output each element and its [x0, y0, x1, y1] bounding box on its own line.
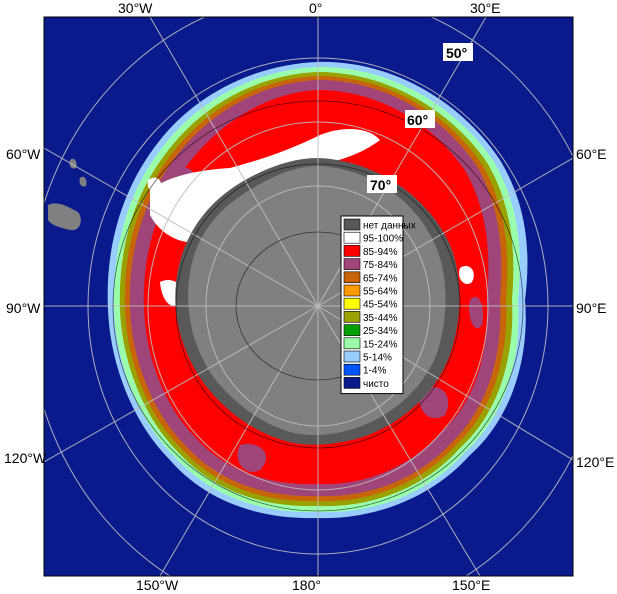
lon-label-150w-bottom: 150°W	[136, 577, 179, 593]
legend-swatch	[343, 350, 361, 363]
lon-label-90w: 90°W	[6, 300, 41, 316]
legend-swatch	[343, 218, 361, 231]
legend-label: 95-100%	[363, 234, 403, 245]
legend-swatch	[343, 245, 361, 257]
legend-label: 55-64%	[363, 287, 398, 298]
legend-label: 25-34%	[363, 326, 398, 337]
lat-label-60: 60°	[407, 112, 428, 128]
legend-label: чисто	[363, 379, 389, 390]
antarctic-peninsula	[210, 190, 268, 258]
lon-label-60e: 60°E	[576, 146, 607, 162]
lon-label-150e-bottom: 150°E	[452, 577, 490, 593]
lat-label-70: 70°	[370, 177, 391, 193]
concentration-legend: нет данных 95-100% 85-94% 75-84% 65-74% 55-64…	[340, 215, 416, 395]
lon-label-180-bottom: 180°	[292, 577, 321, 593]
legend-swatch	[343, 284, 361, 297]
legend-label: 45-54%	[363, 300, 398, 311]
lat-label-50: 50°	[446, 45, 467, 61]
legend-swatch	[343, 377, 361, 389]
lon-label-30e-top: 30°E	[470, 0, 501, 16]
legend-label: 85-94%	[363, 247, 398, 258]
south-america-tip	[48, 203, 81, 231]
lon-label-0-top: 0°	[309, 0, 322, 16]
lon-label-120e: 120°E	[576, 454, 614, 470]
legend-swatch	[343, 231, 361, 244]
legend-label: 35-44%	[363, 313, 398, 324]
legend-label: 1-4%	[363, 366, 386, 377]
map-frame	[43, 16, 574, 577]
legend-swatch	[343, 363, 361, 376]
legend-swatch	[343, 271, 361, 284]
legend-swatch	[343, 297, 361, 310]
legend-label: 65-74%	[363, 273, 398, 284]
legend-swatch	[343, 311, 361, 323]
legend-swatch	[343, 324, 361, 336]
lon-label-60w: 60°W	[6, 146, 41, 162]
legend-label: 75-84%	[363, 260, 398, 271]
lon-label-30w-top: 30°W	[118, 0, 153, 16]
legend-label: 5-14%	[363, 353, 392, 364]
legend-swatch	[343, 258, 361, 270]
legend-label: нет данных	[363, 221, 416, 232]
legend-swatch	[343, 337, 361, 350]
lon-label-120w: 120°W	[4, 450, 47, 466]
legend-label: 15-24%	[363, 339, 398, 350]
lon-label-90e: 90°E	[576, 300, 607, 316]
